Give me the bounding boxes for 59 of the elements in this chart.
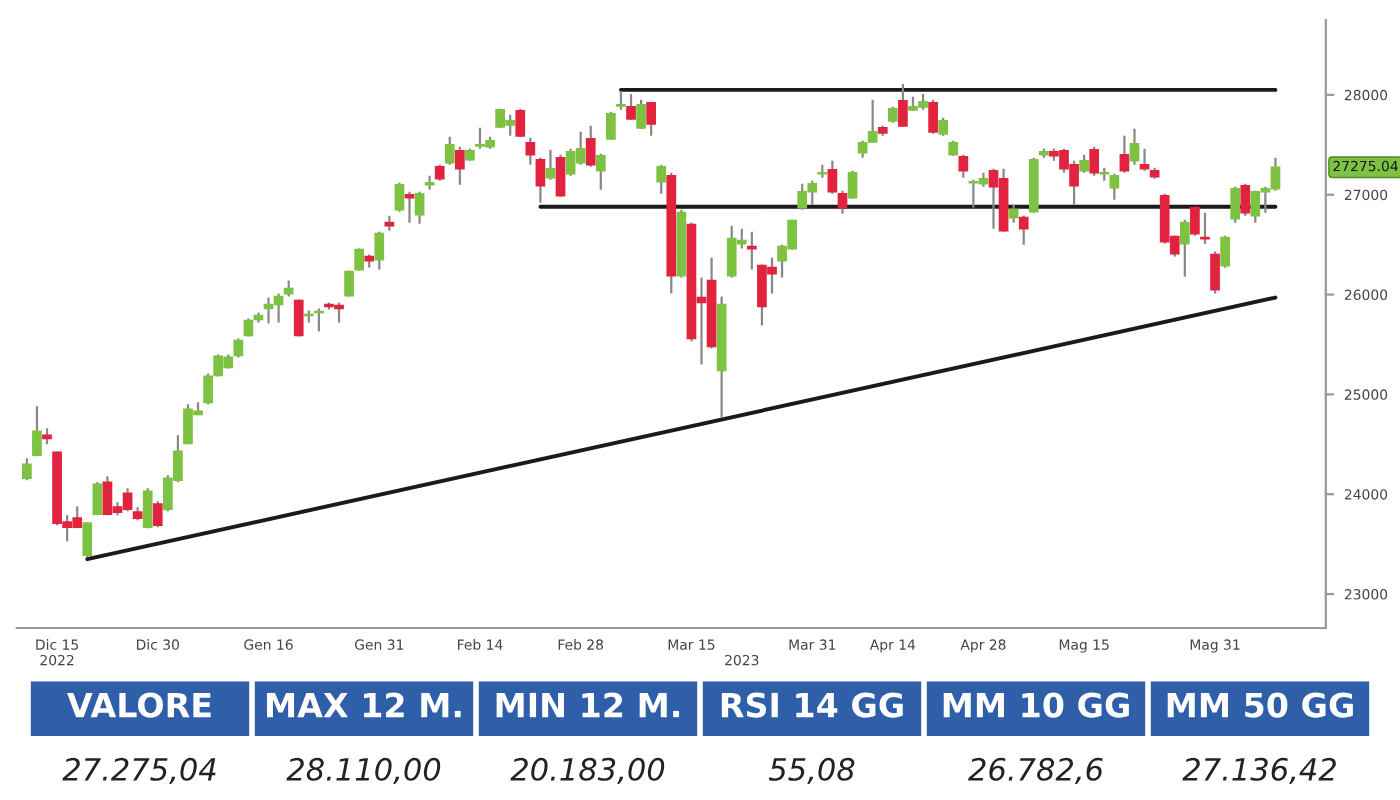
candlestick: [444, 135, 455, 166]
candlestick: [32, 405, 42, 458]
candlestick: [928, 98, 938, 135]
candlestick: [1230, 185, 1241, 224]
candlestick: [152, 500, 163, 529]
candlestick: [414, 190, 425, 225]
candlestick: [958, 153, 969, 179]
candlestick: [545, 148, 556, 181]
candlestick: [344, 269, 354, 298]
candlestick: [898, 82, 908, 128]
candlestick: [203, 372, 213, 406]
candlestick: [1240, 182, 1251, 217]
text: 26.782,6: [968, 757, 1103, 784]
candlestick: [535, 156, 546, 204]
candlestick: [454, 145, 465, 186]
candlestick: [394, 181, 405, 213]
candlestick: [626, 92, 636, 121]
text: 27.275,04: [62, 757, 216, 784]
candlestick: [82, 521, 93, 559]
candlestick: [1119, 134, 1130, 174]
candlestick: [606, 110, 616, 141]
candlestick: [1018, 214, 1029, 246]
candlestick: [404, 190, 415, 224]
candlestick: [1210, 250, 1220, 295]
text: 20.183,00: [510, 757, 665, 784]
candlestick: [827, 159, 838, 195]
candlestick: [837, 189, 848, 215]
text: 55,08: [768, 757, 855, 784]
candlestick: [142, 487, 153, 530]
candlestick: [1139, 147, 1150, 172]
text: MM 10 GG: [943, 692, 1129, 718]
text: MIN 12 M.: [496, 692, 680, 718]
candlestick: [92, 481, 103, 517]
candlestick: [22, 457, 32, 482]
text: 27.136,42: [1182, 757, 1336, 784]
text: MAX 12 M.: [267, 692, 461, 718]
candlestick: [1109, 172, 1120, 201]
candlestick: [847, 169, 858, 200]
candlestick: [646, 100, 657, 137]
text: 28.110,00: [286, 757, 441, 784]
candlestick: [616, 89, 626, 111]
candlestick: [1089, 145, 1100, 177]
text: RSI 14 GG: [721, 692, 903, 718]
candlestick: [636, 98, 646, 130]
candlestick: [585, 124, 596, 168]
candlestick: [595, 152, 606, 191]
candlestick: [1190, 205, 1200, 237]
candlestick: [1129, 127, 1140, 166]
candlestick: [515, 107, 526, 138]
candlestick: [746, 230, 757, 271]
candlestick: [1220, 234, 1230, 269]
text: VALORE: [67, 692, 211, 718]
candlestick: [525, 136, 536, 166]
candlestick: [555, 153, 566, 198]
candlestick: [233, 337, 244, 359]
candlestick: [374, 230, 385, 271]
candlestick: [1179, 218, 1190, 278]
candlestick: [656, 163, 667, 195]
text: MM 50 GG: [1167, 692, 1353, 718]
